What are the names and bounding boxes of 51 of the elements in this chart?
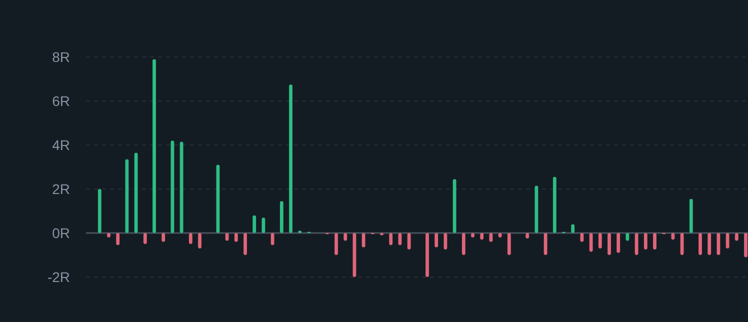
bar	[334, 233, 338, 255]
bar	[280, 201, 284, 233]
bar	[180, 142, 184, 233]
bar	[270, 233, 274, 246]
bar	[244, 233, 247, 255]
bar	[544, 233, 548, 255]
bar	[571, 224, 575, 233]
y-tick-label: 0R	[52, 224, 70, 241]
bar	[507, 233, 511, 255]
bar	[434, 233, 438, 248]
bar	[462, 233, 466, 255]
bar	[234, 233, 238, 242]
bar	[362, 233, 366, 248]
bar	[407, 233, 411, 250]
y-tick-label: -2R	[47, 268, 70, 285]
bar	[616, 233, 620, 253]
bar	[143, 233, 147, 244]
bar	[589, 233, 593, 252]
bar	[188, 233, 192, 244]
bar	[598, 233, 602, 248]
bar	[698, 233, 702, 255]
bar	[152, 59, 156, 233]
bar	[734, 233, 738, 241]
bar	[252, 215, 256, 233]
bar	[608, 233, 611, 255]
y-tick-label: 4R	[52, 136, 70, 153]
bar	[162, 233, 166, 242]
bar	[98, 189, 102, 233]
bar	[198, 233, 202, 248]
bar	[526, 233, 530, 238]
bar	[689, 198, 693, 233]
bar	[744, 233, 748, 258]
bar	[653, 233, 656, 250]
bar	[726, 233, 730, 248]
bar	[634, 233, 638, 255]
y-tick-label: 6R	[52, 92, 70, 109]
bar	[116, 233, 120, 246]
bar	[134, 152, 138, 233]
bar	[552, 176, 556, 233]
bar	[708, 233, 712, 255]
y-tick-label: 8R	[52, 48, 70, 65]
bar	[452, 179, 456, 233]
bar	[644, 233, 648, 250]
bar	[680, 233, 684, 255]
y-tick-label: 2R	[52, 180, 70, 197]
bar	[225, 233, 229, 241]
bar	[289, 84, 292, 233]
bar	[480, 233, 484, 240]
bar	[344, 233, 348, 241]
bar	[389, 233, 393, 246]
bar	[426, 233, 429, 277]
